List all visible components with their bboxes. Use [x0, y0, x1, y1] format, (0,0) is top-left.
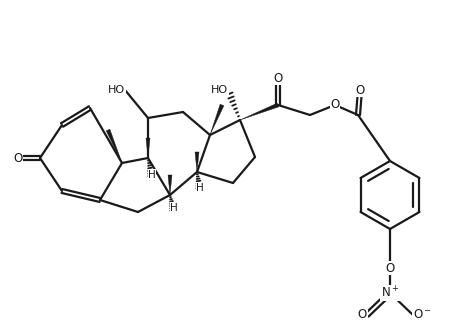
Text: H: H — [170, 203, 178, 213]
Text: H: H — [148, 170, 156, 180]
Text: N$^+$: N$^+$ — [381, 285, 399, 301]
Polygon shape — [240, 103, 279, 120]
Polygon shape — [106, 129, 122, 163]
Text: O: O — [356, 84, 364, 96]
Polygon shape — [210, 104, 224, 135]
Text: H: H — [196, 183, 204, 193]
Polygon shape — [195, 152, 199, 172]
Text: HO: HO — [211, 85, 228, 95]
Polygon shape — [146, 138, 150, 158]
Text: O$^-$: O$^-$ — [413, 309, 432, 321]
Text: O: O — [385, 262, 395, 274]
Text: O: O — [14, 151, 22, 164]
Text: O: O — [330, 98, 340, 112]
Text: O: O — [358, 309, 367, 321]
Text: HO: HO — [108, 85, 125, 95]
Polygon shape — [168, 175, 172, 195]
Text: O: O — [274, 71, 283, 85]
